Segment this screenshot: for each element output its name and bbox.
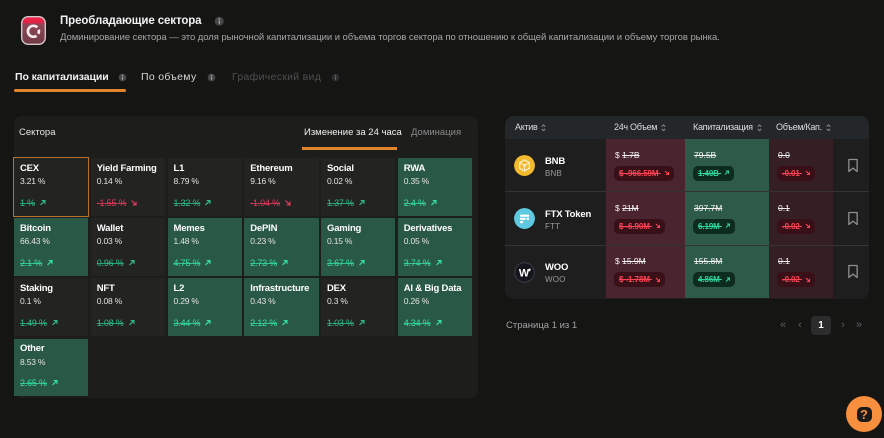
svg-text:W: W [519,267,530,279]
